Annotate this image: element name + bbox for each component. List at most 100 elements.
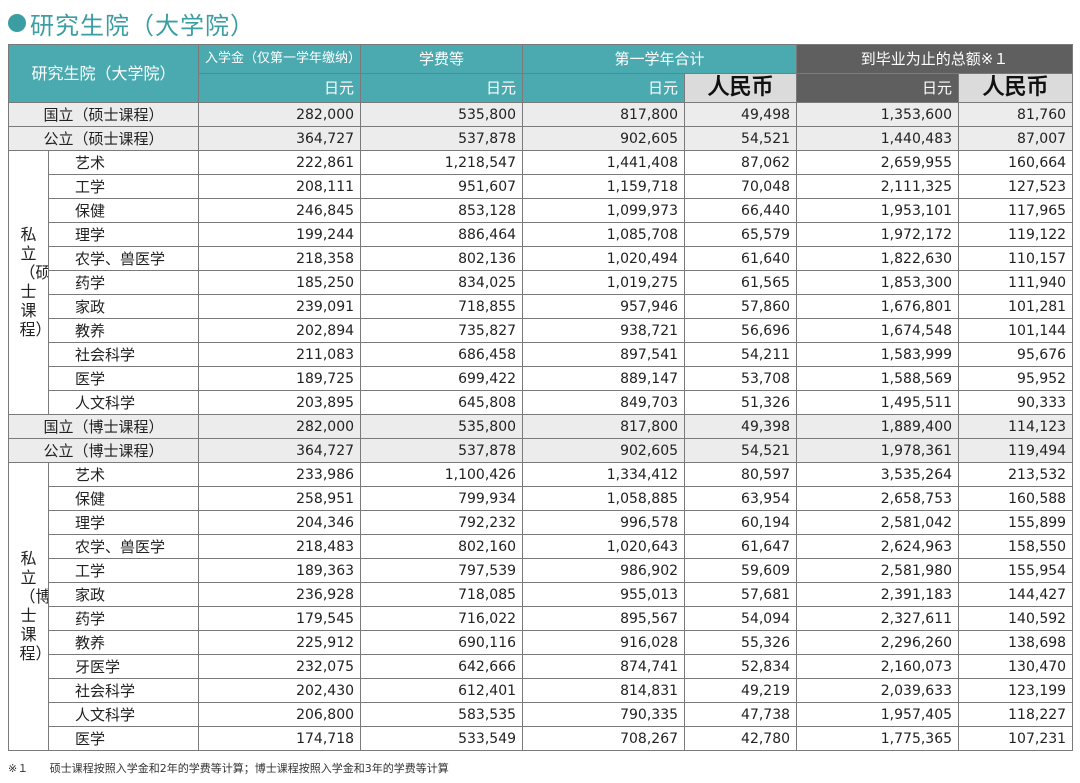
group-label: 私立（博士课程） (19, 548, 49, 663)
category-label: 家政 (47, 294, 200, 319)
value-cell: 1,100,426 (360, 462, 524, 487)
value-cell: 874,741 (522, 654, 686, 679)
value-cell: 130,470 (958, 654, 1074, 679)
category-label: 农学、兽医学 (47, 534, 200, 559)
value-cell: 42,780 (684, 726, 798, 751)
value-cell: 1,853,300 (796, 270, 960, 295)
row-label: 公立（硕士课程） (7, 126, 200, 151)
value-cell: 802,160 (360, 534, 524, 559)
value-cell: 127,523 (958, 174, 1074, 199)
value-cell: 179,545 (198, 606, 362, 631)
value-cell: 160,664 (958, 150, 1074, 175)
value-cell: 1,676,801 (796, 294, 960, 319)
value-cell: 59,609 (684, 558, 798, 583)
value-cell: 199,244 (198, 222, 362, 247)
value-cell: 1,058,885 (522, 486, 686, 511)
table-row: 教养 202,894 735,827 938,721 56,696 1,674,548 10… (9, 318, 1074, 343)
value-cell: 2,581,042 (796, 510, 960, 535)
category-label: 家政 (47, 582, 200, 607)
value-cell: 61,640 (684, 246, 798, 271)
footnote-text: 硕士课程按照入学金和2年的学费等计算；博士课程按照入学金和3年的学费等计算 (49, 762, 449, 775)
category-label: 社会科学 (47, 342, 200, 367)
value-cell: 886,464 (360, 222, 524, 247)
value-cell: 735,827 (360, 318, 524, 343)
value-cell: 53,708 (684, 366, 798, 391)
value-cell: 1,440,483 (796, 126, 960, 151)
value-cell: 54,521 (684, 126, 798, 151)
table-row: 私立（硕士课程） 艺术 222,861 1,218,547 1,441,408 87,06… (8, 150, 1074, 415)
value-cell: 853,128 (360, 198, 524, 223)
value-cell: 535,800 (360, 414, 524, 439)
value-cell: 61,565 (684, 270, 798, 295)
value-cell: 1,020,494 (522, 246, 686, 271)
value-cell: 155,899 (958, 510, 1074, 535)
value-cell: 174,718 (198, 726, 362, 751)
value-cell: 233,986 (198, 462, 362, 487)
value-cell: 792,232 (360, 510, 524, 535)
value-cell: 54,521 (684, 438, 798, 463)
value-cell: 213,532 (958, 462, 1074, 487)
value-cell: 189,725 (198, 366, 362, 391)
table-row: 药学 179,545 716,022 895,567 54,094 2,327,611 14… (9, 606, 1074, 631)
header-entrance-yen: 日元 (198, 73, 362, 103)
value-cell: 236,928 (198, 582, 362, 607)
table-row: 国立（硕士课程） 282,000 535,800 817,800 49,498 1,353… (7, 102, 1074, 127)
value-cell: 537,878 (360, 126, 524, 151)
header-total-yen: 日元 (796, 73, 960, 103)
header-first-year-rmb: 人民币 (684, 73, 798, 103)
value-cell: 282,000 (198, 102, 362, 127)
value-cell: 87,062 (684, 150, 798, 175)
table-row: 理学 199,244 886,464 1,085,708 65,579 1,972,172… (9, 222, 1074, 247)
value-cell: 951,607 (360, 174, 524, 199)
value-cell: 1,978,361 (796, 438, 960, 463)
value-cell: 849,703 (522, 390, 686, 415)
value-cell: 1,972,172 (796, 222, 960, 247)
row-label: 公立（博士课程） (7, 438, 200, 463)
value-cell: 55,326 (684, 630, 798, 655)
value-cell: 1,019,275 (522, 270, 686, 295)
category-label: 理学 (47, 222, 200, 247)
value-cell: 2,391,183 (796, 582, 960, 607)
value-cell: 889,147 (522, 366, 686, 391)
header-graduation-total: 到毕业为止的总额※１ (796, 44, 1074, 74)
header-entrance-fee: 入学金（仅第一学年缴纳） (198, 44, 362, 74)
table-row: 家政 236,928 718,085 955,013 57,681 2,391,183 14… (9, 582, 1074, 607)
category-label: 工学 (47, 174, 200, 199)
value-cell: 258,951 (198, 486, 362, 511)
table-row: 教养 225,912 690,116 916,028 55,326 2,296,260 13… (9, 630, 1074, 655)
value-cell: 2,296,260 (796, 630, 960, 655)
value-cell: 202,430 (198, 678, 362, 703)
category-label: 药学 (47, 270, 200, 295)
table-row: 医学 174,718 533,549 708,267 42,780 1,775,365 10… (9, 726, 1074, 751)
value-cell: 642,666 (360, 654, 524, 679)
value-cell: 65,579 (684, 222, 798, 247)
value-cell: 110,157 (958, 246, 1074, 271)
value-cell: 1,775,365 (796, 726, 960, 751)
value-cell: 718,085 (360, 582, 524, 607)
header-first-year-total: 第一学年合计 (522, 44, 798, 74)
header-tuition: 学费等 (360, 44, 524, 74)
value-cell: 797,539 (360, 558, 524, 583)
value-cell: 3,535,264 (796, 462, 960, 487)
value-cell: 54,211 (684, 342, 798, 367)
value-cell: 817,800 (522, 414, 686, 439)
table-row: 工学 189,363 797,539 986,902 59,609 2,581,980 15… (9, 558, 1074, 583)
category-label: 艺术 (47, 462, 200, 487)
value-cell: 1,085,708 (522, 222, 686, 247)
value-cell: 246,845 (198, 198, 362, 223)
value-cell: 54,094 (684, 606, 798, 631)
value-cell: 533,549 (360, 726, 524, 751)
value-cell: 645,808 (360, 390, 524, 415)
value-cell: 802,136 (360, 246, 524, 271)
header-total-rmb: 人民币 (958, 73, 1074, 103)
category-label: 保健 (47, 198, 200, 223)
table-row: 公立（硕士课程） 364,727 537,878 902,605 54,521 1,440… (7, 126, 1074, 151)
footnote-mark: ※１ (8, 762, 29, 775)
value-cell: 790,335 (522, 702, 686, 727)
table-row: 保健 258,951 799,934 1,058,885 63,954 2,658,753… (9, 486, 1074, 511)
table-row: 人文科学 206,800 583,535 790,335 47,738 1,957,405… (9, 702, 1074, 727)
value-cell: 1,953,101 (796, 198, 960, 223)
value-cell: 718,855 (360, 294, 524, 319)
table-row: 家政 239,091 718,855 957,946 57,860 1,676,801 10… (9, 294, 1074, 319)
value-cell: 1,889,400 (796, 414, 960, 439)
